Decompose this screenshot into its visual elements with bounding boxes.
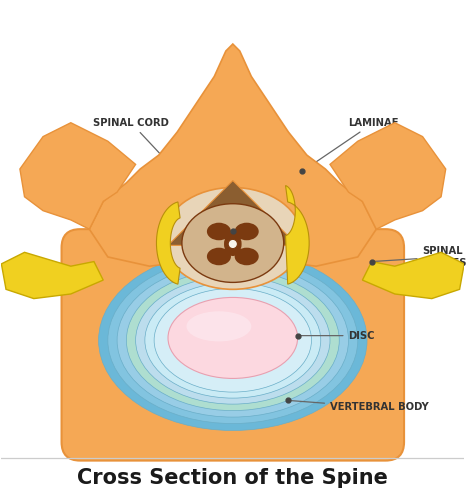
Circle shape [228,240,238,248]
Ellipse shape [145,282,321,398]
Ellipse shape [126,270,339,410]
Ellipse shape [182,204,284,282]
Text: VERTEBRAL BODY: VERTEBRAL BODY [291,400,429,412]
FancyBboxPatch shape [61,229,404,460]
Text: Cross Section of the Spine: Cross Section of the Spine [78,468,388,487]
Polygon shape [362,252,464,298]
Polygon shape [20,122,136,229]
Ellipse shape [187,312,251,342]
Polygon shape [286,186,309,284]
Ellipse shape [117,264,348,417]
Ellipse shape [136,276,330,404]
Ellipse shape [224,232,242,256]
Ellipse shape [99,250,367,430]
Ellipse shape [168,298,298,378]
Ellipse shape [235,222,259,240]
Ellipse shape [235,248,259,266]
Polygon shape [168,180,298,246]
Ellipse shape [163,188,302,290]
Text: LAMINAE: LAMINAE [305,118,399,170]
Polygon shape [89,44,377,266]
Ellipse shape [207,222,231,240]
Polygon shape [330,122,446,229]
Text: SPINAL CORD: SPINAL CORD [93,118,231,230]
Polygon shape [1,252,103,298]
Ellipse shape [207,248,231,266]
Ellipse shape [154,288,311,392]
Text: SPINAL
NERVES: SPINAL NERVES [375,246,467,268]
Ellipse shape [108,257,358,424]
Text: DISC: DISC [300,330,375,340]
Polygon shape [157,202,180,284]
